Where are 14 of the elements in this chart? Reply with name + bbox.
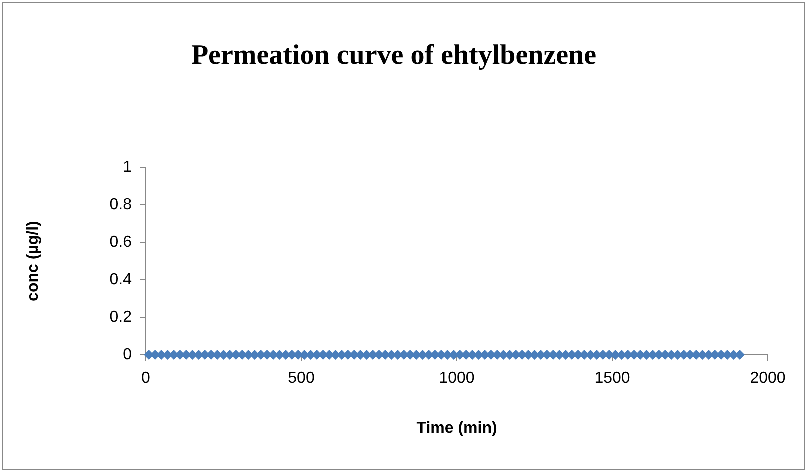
chart-title: Permeation curve of ehtylbenzene: [191, 40, 597, 72]
y-tick-label: 0.6: [110, 234, 132, 251]
x-axis-title: Time (min): [416, 420, 498, 437]
x-tick-label: 500: [288, 370, 315, 388]
y-tick-label: 1: [123, 159, 132, 176]
y-tick-label: 0.4: [110, 271, 132, 288]
y-tick-label: 0.2: [110, 308, 132, 326]
y-tick-label: 0: [123, 346, 132, 364]
y-tick-label: 0.8: [110, 196, 132, 214]
y-axis-title: conc (µg/l): [25, 221, 42, 302]
x-tick-label: 1000: [439, 370, 475, 388]
x-tick-label: 2000: [750, 370, 786, 388]
x-tick-label: 0: [142, 370, 151, 388]
x-tick-label: 1500: [594, 370, 630, 388]
